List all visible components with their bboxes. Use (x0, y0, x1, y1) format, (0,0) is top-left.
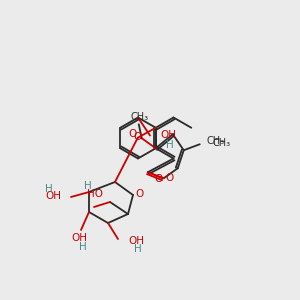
Text: H: H (45, 184, 53, 194)
Text: O: O (166, 173, 174, 183)
Text: CH₃: CH₃ (131, 112, 149, 122)
Text: H: H (84, 181, 92, 191)
Text: O: O (136, 189, 144, 199)
Text: OH: OH (128, 236, 144, 246)
Text: O: O (129, 129, 137, 139)
Text: OH: OH (160, 130, 176, 140)
Text: HO: HO (87, 189, 103, 199)
Text: CH₃: CH₃ (207, 136, 225, 146)
Text: H: H (166, 140, 174, 149)
Text: O: O (154, 174, 163, 184)
Text: OH: OH (71, 233, 87, 243)
Text: O: O (134, 132, 142, 142)
Text: OH: OH (45, 191, 61, 201)
Text: H: H (79, 242, 87, 252)
Text: H: H (134, 244, 142, 254)
Text: CH₃: CH₃ (213, 138, 231, 148)
